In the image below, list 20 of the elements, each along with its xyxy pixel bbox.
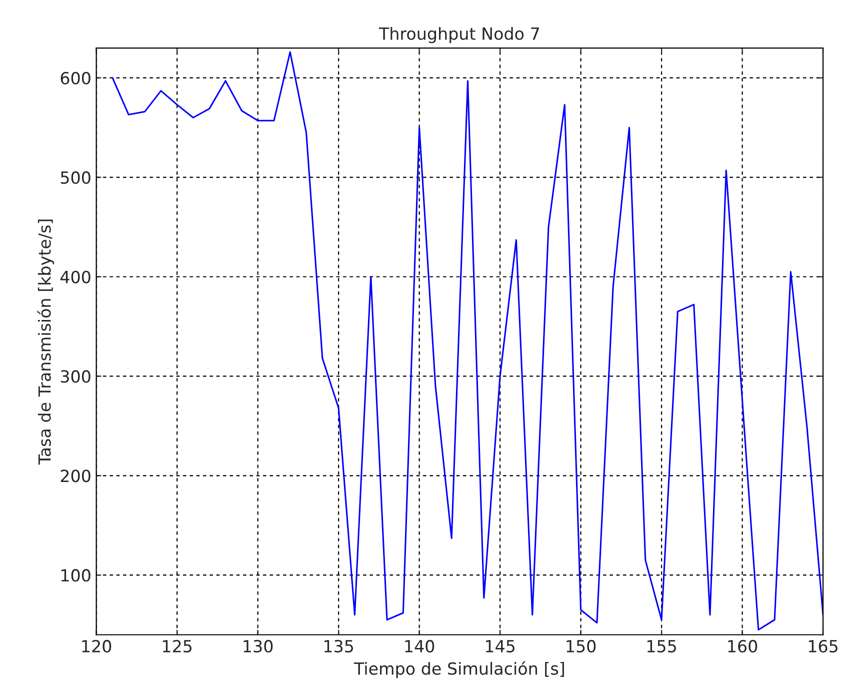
x-tick-label: 165 [808,640,838,653]
y-axis-title: Tasa de Transmisión [kbyte/s] [37,220,54,465]
y-tick-label: 600 [60,72,90,84]
x-tick-label: 125 [163,640,192,653]
x-axis-title: Tiempo de Simulación [s] [354,661,564,678]
y-tick-label: 200 [60,470,90,482]
chart-title: Throughput Nodo 7 [378,27,539,44]
x-tick-label: 155 [647,640,676,653]
x-tick-label: 140 [405,640,434,653]
x-tick-label: 120 [82,640,112,653]
y-tick-label: 500 [60,171,90,184]
x-tick-label: 160 [728,640,758,653]
y-tick-label: 300 [60,370,90,383]
x-tick-label: 135 [324,640,354,653]
x-tick-label: 150 [566,640,596,653]
line-series [112,51,824,631]
x-tick-label: 130 [244,640,273,653]
y-tick-label: 100 [61,569,90,582]
y-tick-label: 400 [60,270,90,284]
x-tick-label: 145 [486,640,514,653]
